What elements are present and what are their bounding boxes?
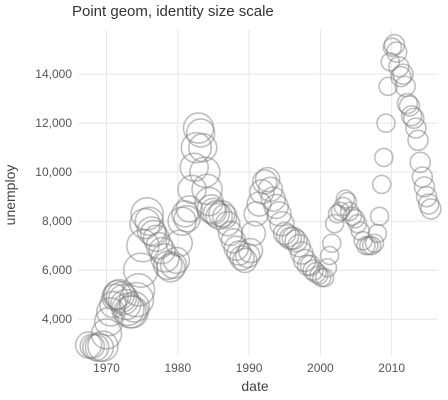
data-point <box>284 228 308 253</box>
data-point <box>396 92 419 115</box>
data-point <box>185 118 216 148</box>
data-point <box>402 107 425 130</box>
data-point <box>214 210 241 237</box>
data-point <box>324 213 345 234</box>
data-point <box>376 113 396 133</box>
data-point <box>337 191 358 212</box>
data-point <box>409 151 431 174</box>
data-point <box>361 235 382 256</box>
data-point <box>189 156 221 188</box>
x-tick-label: 1970 <box>93 361 120 375</box>
data-point <box>162 246 191 275</box>
data-point <box>420 198 442 220</box>
data-point <box>392 63 414 85</box>
x-axis-title: date <box>241 378 268 394</box>
data-point <box>121 273 156 307</box>
data-point <box>226 240 252 266</box>
data-point <box>237 237 264 264</box>
data-point <box>187 132 218 163</box>
data-point <box>398 95 421 117</box>
data-point <box>413 176 436 198</box>
data-point <box>254 166 281 193</box>
y-tick-label: 10,000 <box>35 165 72 179</box>
data-point <box>180 131 213 164</box>
data-point <box>319 245 340 266</box>
y-axis-title: unemploy <box>2 165 18 226</box>
y-tick-label: 8,000 <box>42 214 72 228</box>
data-point <box>251 169 278 195</box>
data-point <box>136 216 167 246</box>
data-point <box>118 281 155 318</box>
data-point <box>382 37 403 57</box>
data-point <box>90 318 123 350</box>
data-point <box>134 206 165 236</box>
data-point <box>364 233 385 254</box>
data-point <box>335 189 356 209</box>
y-tick-label: 12,000 <box>35 116 72 130</box>
data-point <box>257 176 284 203</box>
data-point <box>281 226 306 251</box>
y-axis-tick-labels: 4,000 6,000 8,000 10,000 12,000 14,000 <box>35 67 72 326</box>
data-point <box>317 257 338 278</box>
data-point <box>148 236 176 265</box>
data-point <box>165 229 194 258</box>
chart-title: Point geom, identity size scale <box>72 3 274 20</box>
data-point <box>374 147 394 168</box>
data-point <box>87 330 119 362</box>
x-tick-label: 1980 <box>164 361 191 375</box>
y-tick-label: 6,000 <box>42 263 72 277</box>
y-tick-label: 14,000 <box>35 67 72 81</box>
data-point <box>369 206 390 227</box>
x-tick-label: 2010 <box>378 361 405 375</box>
data-point <box>159 251 188 280</box>
data-point <box>385 41 408 63</box>
y-tick-label: 4,000 <box>42 312 72 326</box>
x-axis-tick-labels: 1970 1980 1990 2000 2010 <box>93 361 405 375</box>
data-point <box>321 233 342 254</box>
x-tick-label: 2000 <box>307 361 334 375</box>
data-point <box>177 174 207 205</box>
data-point <box>196 194 227 224</box>
data-point <box>314 267 335 288</box>
data-point <box>240 220 267 247</box>
data-point <box>371 174 392 195</box>
data-point <box>407 129 429 152</box>
data-point <box>266 201 292 227</box>
data-point <box>400 104 423 127</box>
data-points <box>74 33 442 363</box>
data-point <box>139 219 168 248</box>
data-point <box>118 291 151 323</box>
data-point <box>390 65 412 88</box>
data-point <box>229 245 255 271</box>
data-point <box>175 195 204 223</box>
x-tick-label: 1990 <box>236 361 263 375</box>
data-point <box>305 261 327 284</box>
data-point <box>173 204 201 233</box>
data-point <box>405 117 427 139</box>
